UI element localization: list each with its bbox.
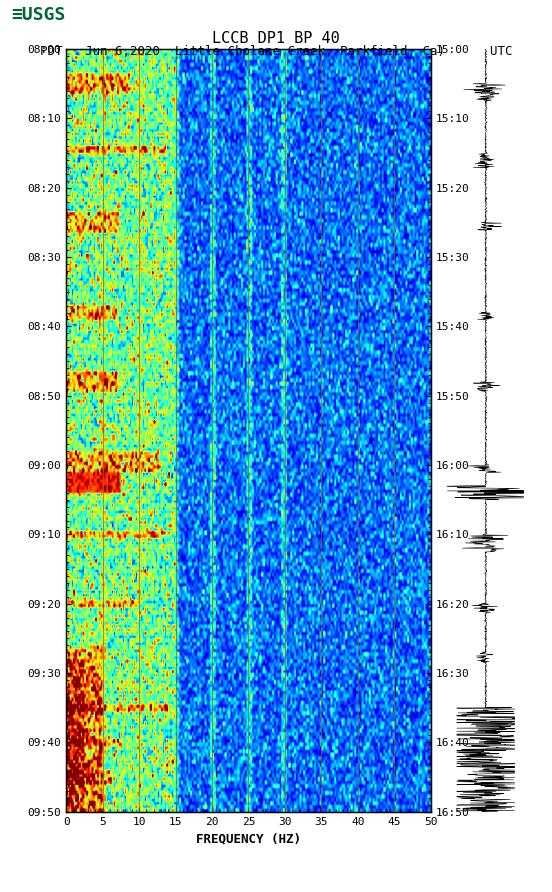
Text: LCCB DP1 BP 40: LCCB DP1 BP 40 <box>212 31 340 46</box>
X-axis label: FREQUENCY (HZ): FREQUENCY (HZ) <box>196 832 301 845</box>
Text: ≡USGS: ≡USGS <box>11 6 66 24</box>
Text: PDT   Jun 6,2020  Little Cholane Creek, Parkfield, Ca)      UTC: PDT Jun 6,2020 Little Cholane Creek, Par… <box>40 45 512 58</box>
